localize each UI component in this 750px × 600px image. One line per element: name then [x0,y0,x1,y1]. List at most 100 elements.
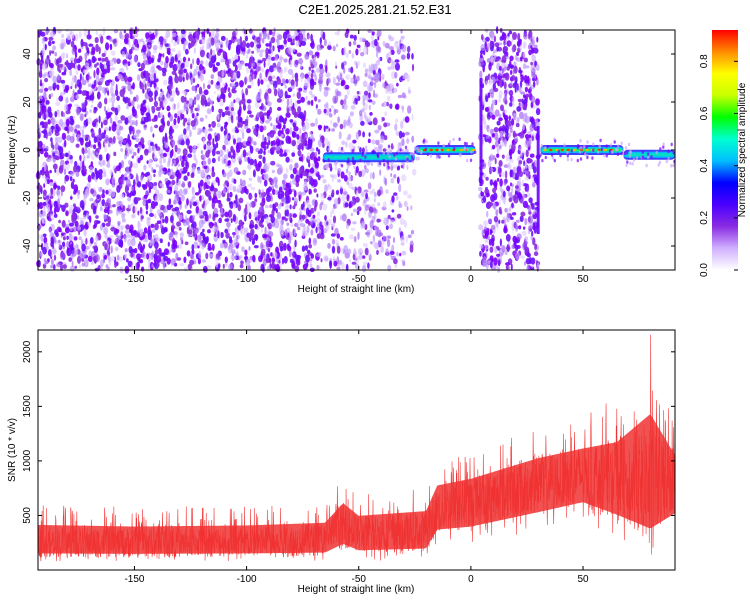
noise-blob [52,75,58,84]
noise-blob [52,244,55,250]
signal-fuzz [544,146,547,150]
noise-blob [381,117,385,122]
noise-blob [74,265,78,269]
noise-blob [522,193,526,200]
noise-blob [160,60,164,66]
noise-blob [69,135,75,144]
noise-blob [343,103,348,111]
noise-blob [341,188,347,193]
noise-blob [316,211,320,217]
noise-blob [160,252,166,257]
noise-blob [489,88,495,95]
noise-blob [104,97,108,105]
noise-blob [490,155,494,159]
noise-blob [170,37,173,44]
noise-blob [256,112,261,119]
noise-blob [503,46,509,53]
noise-blob [157,213,163,217]
noise-blob [44,164,47,172]
noise-blob [192,166,197,170]
noise-blob [506,65,510,71]
noise-blob [338,259,343,265]
noise-blob [59,118,64,127]
noise-blob [216,123,221,128]
noise-blob [337,179,342,183]
noise-blob [290,85,295,90]
noise-blob [66,163,70,171]
noise-blob [311,94,315,98]
noise-blob [297,149,302,157]
noise-blob [296,91,301,99]
noise-blob [144,238,149,243]
noise-blob [198,208,203,215]
noise-blob [320,194,325,199]
noise-blob [494,42,500,48]
noise-blob [203,182,206,191]
noise-blob [79,219,85,227]
noise-blob [501,62,506,68]
noise-blob [116,135,119,140]
noise-blob [202,45,205,50]
noise-blob [153,256,157,264]
noise-blob [263,61,266,68]
chart-title: C2E1.2025.281.21.52.E31 [298,2,451,17]
noise-blob [175,157,179,165]
noise-blob [137,262,140,268]
noise-blob [343,98,347,106]
noise-blob [60,189,63,197]
noise-blob [86,34,92,40]
noise-blob [267,88,272,94]
noise-blob [73,57,78,64]
noise-blob [220,56,224,63]
noise-blob [375,230,378,237]
noise-blob [180,109,185,114]
noise-blob [325,107,331,116]
noise-blob [485,134,490,140]
noise-blob [151,228,156,233]
noise-blob [202,228,205,233]
noise-blob [124,117,129,125]
noise-blob [325,65,328,74]
noise-blob [44,87,49,92]
noise-blob [54,111,58,118]
noise-blob [382,82,386,89]
noise-blob [157,247,162,255]
noise-blob [504,170,508,179]
noise-blob [227,110,231,116]
noise-blob [115,228,120,234]
noise-blob [516,40,521,47]
noise-blob [491,144,496,150]
noise-blob [498,70,504,76]
spectrogram-x-ticks: -150 -100 -50 0 50 [124,30,589,285]
noise-blob [367,262,370,270]
signal-fuzz [409,152,413,156]
noise-blob [121,50,125,58]
noise-blob [210,79,214,85]
noise-blob [265,257,270,264]
noise-blob [260,141,265,149]
noise-blob [187,181,192,188]
noise-blob [181,113,185,120]
noise-blob [292,122,297,128]
noise-blob [211,225,217,233]
signal-fuzz [406,157,409,161]
noise-blob [78,236,82,241]
noise-blob [485,176,489,181]
signal-fuzz [382,151,385,155]
noise-blob [178,227,182,231]
noise-blob [44,43,47,50]
noise-blob [394,59,400,63]
noise-blob [258,32,264,36]
noise-blob [72,203,76,208]
noise-blob [76,58,81,64]
noise-blob [530,36,533,45]
noise-blob [120,225,125,230]
noise-blob [180,95,186,103]
noise-blob [291,107,297,116]
noise-blob [278,68,284,74]
noise-blob [212,49,215,56]
noise-blob [243,213,247,222]
noise-blob [336,245,341,254]
noise-blob [291,139,297,147]
noise-blob [65,53,69,59]
